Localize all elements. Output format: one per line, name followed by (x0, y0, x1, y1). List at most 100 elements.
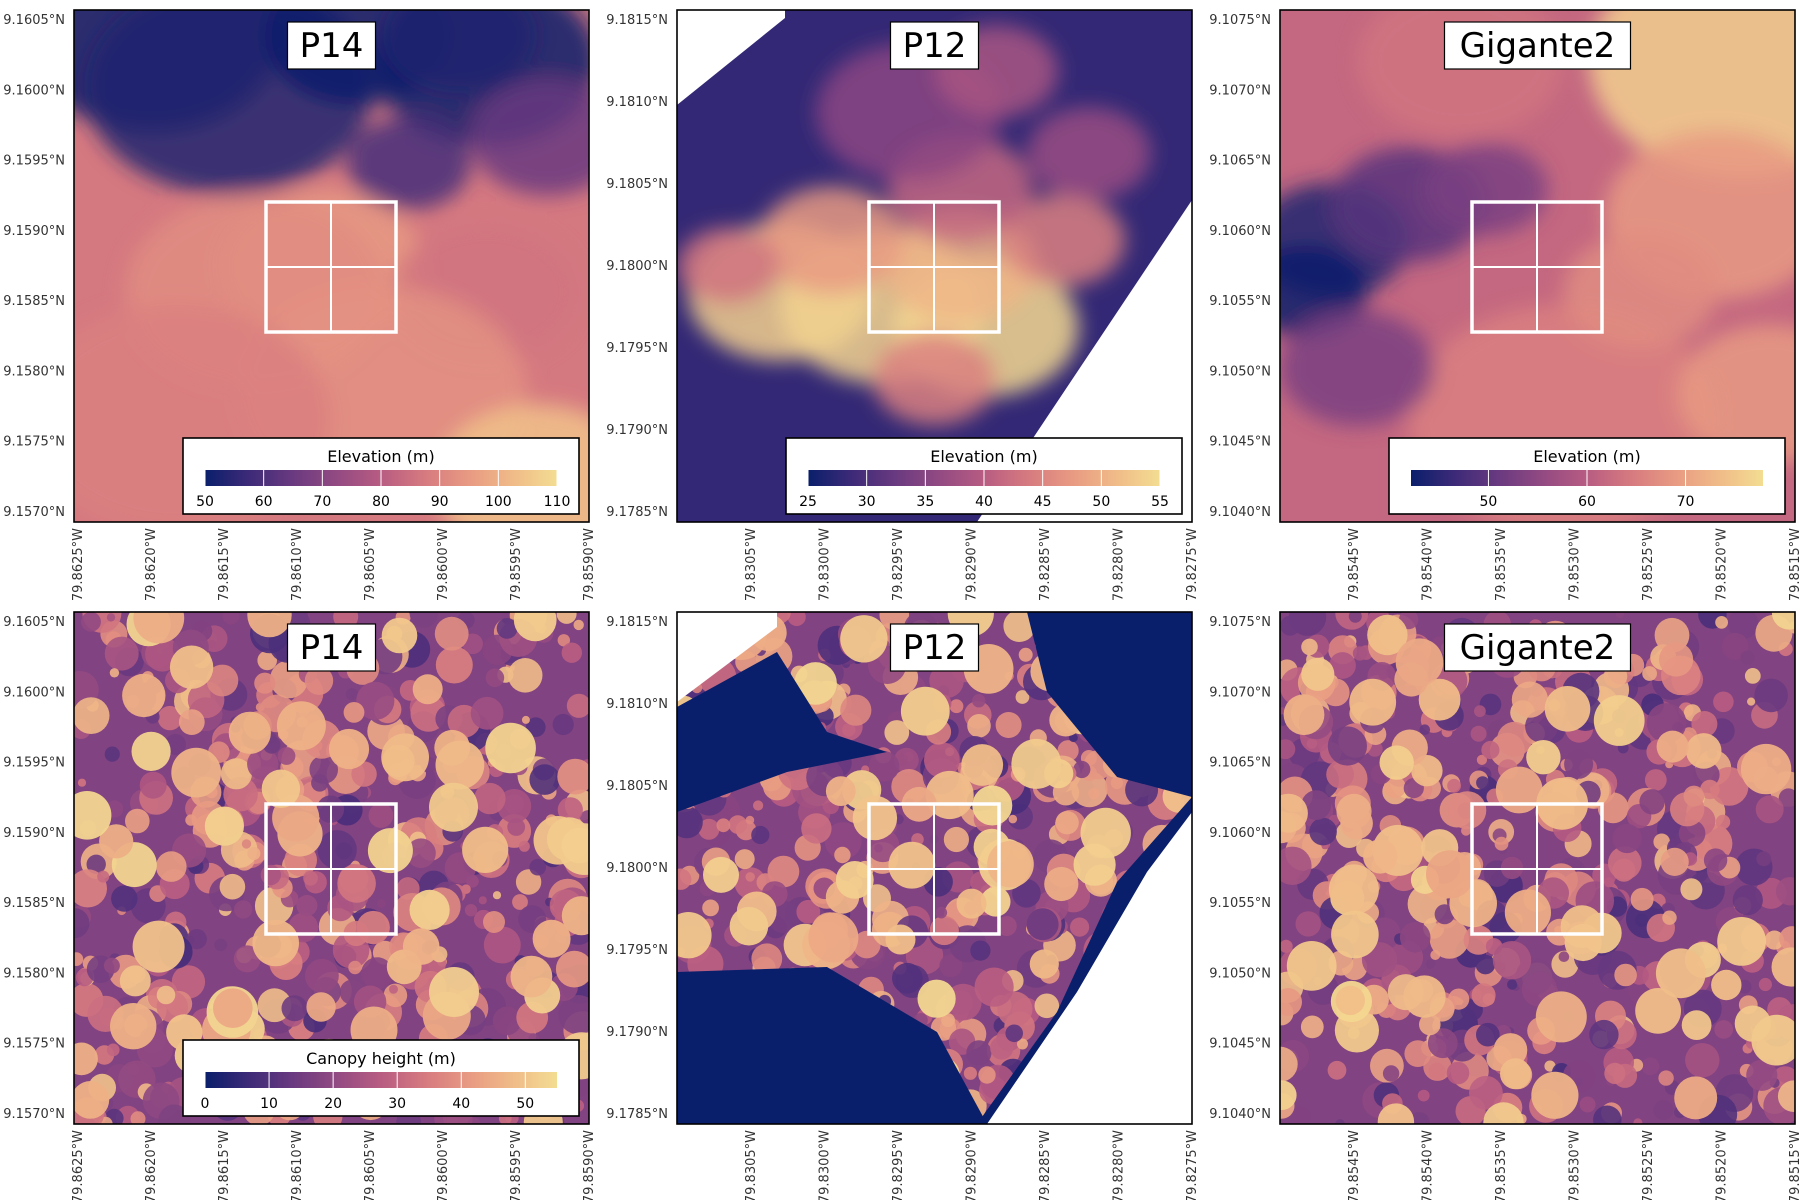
y-tick-label: 9.1050°N (1209, 364, 1271, 379)
x-tick-label: 79.8285°W (1038, 528, 1053, 601)
x-tick-label: 79.8515°W (1788, 528, 1800, 601)
panel-title-box (889, 21, 980, 70)
panel-title: P14 (300, 628, 364, 668)
y-tick-label: 9.1815°N (606, 615, 668, 630)
colorbar-tick-label: 90 (431, 494, 449, 510)
colorbar-tick-label: 45 (1034, 494, 1052, 510)
x-tick-label: 79.8600°W (436, 1130, 451, 1200)
colorbar (205, 1072, 557, 1088)
y-tick-label: 9.1580°N (3, 364, 65, 379)
x-tick-label: 79.8305°W (744, 1130, 759, 1200)
x-tick-label: 79.8305°W (744, 528, 759, 601)
colorbar-tick-label: 55 (1151, 494, 1169, 510)
y-tick-label: 9.1075°N (1209, 13, 1271, 28)
panel-title: P12 (903, 628, 967, 668)
plot-outline (1470, 802, 1604, 936)
panel-title-box (1443, 623, 1632, 672)
y-tick-label: 9.1075°N (1209, 615, 1271, 630)
x-tick-label: 79.8625°W (71, 1130, 86, 1200)
legend-title: Elevation (m) (327, 447, 434, 466)
colorbar-tick-label: 50 (1480, 494, 1498, 510)
x-tick-label: 79.8295°W (891, 528, 906, 601)
x-tick-label: 79.8615°W (217, 1130, 232, 1200)
x-tick-label: 79.8520°W (1715, 528, 1730, 601)
panel-canopy-p12: P12 9.1815°N 9.1810°N 9.1805°N 9.1800°N 9.179… (606, 611, 1200, 1200)
x-tick-label: 79.8295°W (891, 1130, 906, 1200)
colorbar-tick-label: 35 (916, 494, 934, 510)
y-tick-label: 9.1795°N (606, 943, 668, 958)
panel-canopy-p14: P14 9.1605°N 9.1600°N 9.1595°N 9.1590°N 9.158… (3, 611, 597, 1200)
colorbar-tick-label: 60 (1578, 494, 1596, 510)
y-tick-label: 9.1070°N (1209, 83, 1271, 98)
x-tick-label: 79.8620°W (144, 1130, 159, 1200)
x-tick-label: 79.8290°W (965, 528, 980, 601)
legend-title: Elevation (m) (1533, 447, 1640, 466)
colorbar-tick-label: 30 (388, 1096, 406, 1112)
y-tick-label: 9.1040°N (1209, 505, 1271, 520)
y-tick-label: 9.1060°N (1209, 826, 1271, 841)
y-tick-label: 9.1605°N (3, 615, 65, 630)
panel-elev-p12: P12 9.1815°N 9.1810°N 9.1805°N 9.1800°N 9.179… (606, 9, 1200, 601)
y-tick-label: 9.1595°N (3, 154, 65, 169)
tree-crowns (74, 612, 589, 1124)
panel-title-box (286, 21, 377, 70)
colorbar-tick-label: 40 (975, 494, 993, 510)
x-tick-label: 79.8535°W (1494, 528, 1509, 601)
x-tick-label: 79.8605°W (363, 528, 378, 601)
y-tick-label: 9.1045°N (1209, 1037, 1271, 1052)
colorbar-tick-label: 100 (485, 494, 512, 510)
y-tick-label: 9.1590°N (3, 224, 65, 239)
colorbar-tick-label: 50 (1092, 494, 1110, 510)
panel-title: Gigante2 (1460, 628, 1616, 668)
colorbar-tick-label: 50 (196, 494, 214, 510)
plot-outline (264, 802, 398, 936)
legend-title: Elevation (m) (930, 447, 1037, 466)
x-tick-label: 79.8300°W (818, 528, 833, 601)
panel-elev-gigante2: Gigante2 9.1075°N 9.1070°N 9.1065°N 9.1060°N… (1209, 9, 1800, 601)
plot-frame (73, 611, 590, 1125)
plot-outline (264, 200, 398, 334)
colorbar-tick-label: 40 (452, 1096, 470, 1112)
colorbar-tick-label: 110 (544, 494, 571, 510)
plot-outline (867, 200, 1001, 334)
y-tick-label: 9.1040°N (1209, 1107, 1271, 1122)
plot-frame (1279, 611, 1796, 1125)
y-tick-label: 9.1790°N (606, 1025, 668, 1040)
y-tick-label: 9.1585°N (3, 896, 65, 911)
y-tick-label: 9.1785°N (606, 505, 668, 520)
y-tick-label: 9.1600°N (3, 685, 65, 700)
x-tick-label: 79.8590°W (582, 1130, 597, 1200)
panel-title-box (1443, 21, 1632, 70)
colorbar-legend: Elevation (m) 25 30 35 40 45 50 55 (785, 437, 1183, 515)
colorbar-tick-label: 70 (313, 494, 331, 510)
colorbar-tick-label: 10 (260, 1096, 278, 1112)
y-tick-label: 9.1055°N (1209, 294, 1271, 309)
x-tick-label: 79.8625°W (71, 528, 86, 601)
plot-outline (1470, 200, 1604, 334)
plot-frame (676, 611, 1193, 1125)
y-tick-label: 9.1060°N (1209, 224, 1271, 239)
y-tick-label: 9.1055°N (1209, 896, 1271, 911)
colorbar-tick-label: 0 (201, 1096, 210, 1112)
y-tick-label: 9.1815°N (606, 13, 668, 28)
y-tick-label: 9.1585°N (3, 294, 65, 309)
plot-outline (867, 802, 1001, 936)
plot-frame (73, 9, 590, 523)
colorbar-tick-label: 50 (516, 1096, 534, 1112)
y-tick-label: 9.1605°N (3, 13, 65, 28)
x-tick-label: 79.8590°W (582, 528, 597, 601)
x-tick-label: 79.8525°W (1641, 1130, 1656, 1200)
x-tick-label: 79.8605°W (363, 1130, 378, 1200)
y-tick-label: 9.1580°N (3, 966, 65, 981)
y-tick-label: 9.1785°N (606, 1107, 668, 1122)
y-tick-label: 9.1600°N (3, 83, 65, 98)
panel-title: P12 (903, 26, 967, 66)
plot-frame (676, 9, 1193, 523)
panel-title-box (889, 623, 980, 672)
x-tick-label: 79.8530°W (1568, 1130, 1583, 1200)
raster (677, 612, 1192, 1124)
x-tick-label: 79.8615°W (217, 528, 232, 601)
legend-title: Canopy height (m) (306, 1049, 456, 1068)
x-tick-label: 79.8545°W (1347, 1130, 1362, 1200)
